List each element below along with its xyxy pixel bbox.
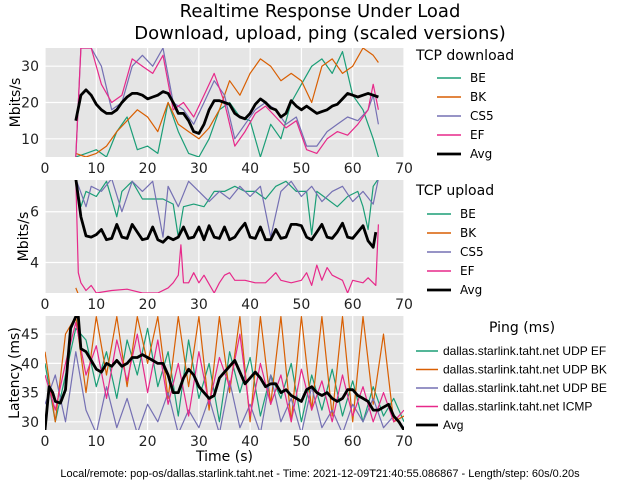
legend-item: dallas.starlink.taht.net UDP BE [416, 381, 607, 395]
legend-label: dallas.starlink.taht.net UDP BK [443, 363, 607, 377]
series-line-avg [45, 316, 404, 430]
series-group [74, 48, 379, 157]
legend-item: BE [427, 207, 476, 221]
legend-item: dallas.starlink.taht.net UDP BK [416, 363, 607, 377]
series-line-ef [75, 48, 379, 157]
y-axis-label: Latency (ms) [7, 327, 23, 419]
legend-item: EF [427, 264, 475, 278]
x-tick-label: 20 [139, 297, 157, 313]
legend-item: CS5 [427, 245, 484, 259]
y-tick-label: 40 [21, 356, 39, 372]
legend-item: BK [437, 90, 487, 104]
legend-label: BK [460, 226, 477, 240]
x-tick-label: 20 [139, 434, 157, 450]
legend-title: TCP download [415, 48, 514, 64]
legend-label: dallas.starlink.taht.net ICMP [443, 400, 592, 414]
y-tick-label: 6 [30, 205, 39, 221]
series-group [45, 316, 404, 430]
x-tick-label: 30 [190, 434, 208, 450]
legend-item: Avg [437, 147, 492, 161]
x-tick-label: 50 [293, 161, 311, 177]
legend: TCP upload BE BK CS5 EF Avg [415, 183, 494, 297]
y-tick-label: 20 [21, 96, 39, 112]
series-line-dallas-starlink-taht-net-udp-ef [45, 327, 404, 423]
legend-item: Avg [427, 283, 482, 297]
footer-info: Local/remote: pop-os/dallas.starlink.tah… [60, 468, 580, 480]
chart-title: Realtime Response Under Load [180, 1, 461, 22]
x-tick-label: 10 [87, 434, 105, 450]
x-tick-label: 10 [87, 161, 105, 177]
x-tick-label: 50 [293, 434, 311, 450]
legend-label: BK [470, 90, 487, 104]
x-tick-label: 60 [344, 297, 362, 313]
y-axis-label: Mbits/s [16, 212, 32, 262]
legend-item: BE [437, 71, 486, 85]
y-tick-label: 30 [21, 59, 39, 75]
series-line-be [75, 180, 379, 238]
y-tick-label: 35 [21, 386, 39, 402]
legend-label: CS5 [470, 109, 494, 123]
series-group [74, 180, 379, 293]
x-tick-label: 0 [41, 161, 50, 177]
y-axis-label: Mbits/s [8, 78, 24, 128]
x-tick-label: 40 [241, 297, 259, 313]
legend-item: dallas.starlink.taht.net ICMP [416, 400, 592, 414]
x-tick-label: 70 [395, 297, 413, 313]
legend-title: TCP upload [415, 183, 494, 199]
legend-label: BE [470, 71, 486, 85]
x-tick-label: 50 [293, 297, 311, 313]
x-tick-label: 30 [190, 161, 208, 177]
x-tick-label: 70 [395, 161, 413, 177]
legend-label: EF [470, 128, 485, 142]
series-line-be [75, 51, 379, 157]
series-line-avg [74, 88, 379, 135]
x-tick-label: 60 [344, 434, 362, 450]
series-line-dallas-starlink-taht-net-udp-be [45, 351, 404, 430]
x-tick-label: 0 [41, 297, 50, 313]
series-line-cs5 [75, 180, 379, 238]
legend-item: dallas.starlink.taht.net UDP EF [416, 344, 606, 358]
x-tick-label: 70 [395, 434, 413, 450]
y-tick-label: 4 [30, 256, 39, 272]
legend-item: EF [437, 128, 485, 142]
series-line-ef [75, 180, 379, 293]
legend-item: BK [427, 226, 477, 240]
series-line-cs5 [75, 48, 379, 157]
legend-label: dallas.starlink.taht.net UDP EF [443, 344, 606, 358]
y-tick-label: 10 [21, 132, 39, 148]
legend: TCP download BE BK CS5 EF Avg [415, 48, 514, 161]
y-tick-label: 30 [21, 415, 39, 431]
legend-item: CS5 [437, 109, 494, 123]
y-tick-label: 45 [21, 327, 39, 343]
series-line-bk [75, 48, 379, 157]
legend: Ping (ms) dallas.starlink.taht.net UDP EF… [416, 320, 607, 432]
x-tick-label: 60 [344, 161, 362, 177]
legend-label: Avg [470, 147, 492, 161]
x-tick-label: 40 [241, 434, 259, 450]
x-tick-label: 30 [190, 297, 208, 313]
legend-label: CS5 [460, 245, 484, 259]
legend-label: Avg [460, 283, 482, 297]
series-line-bk [75, 287, 79, 293]
x-tick-label: 20 [139, 161, 157, 177]
legend-label: EF [460, 264, 475, 278]
legend-title: Ping (ms) [489, 320, 555, 336]
chart-subtitle: Download, upload, ping (scaled versions) [134, 23, 506, 44]
legend-label: BE [460, 207, 476, 221]
series-line-avg [74, 180, 378, 249]
legend-label: dallas.starlink.taht.net UDP BE [443, 381, 607, 395]
legend-item: Avg [416, 418, 463, 432]
x-axis-label: Time (s) [195, 449, 253, 465]
legend-label: Avg [443, 418, 463, 432]
x-tick-label: 40 [241, 161, 259, 177]
x-tick-label: 10 [87, 297, 105, 313]
x-tick-label: 0 [41, 434, 50, 450]
